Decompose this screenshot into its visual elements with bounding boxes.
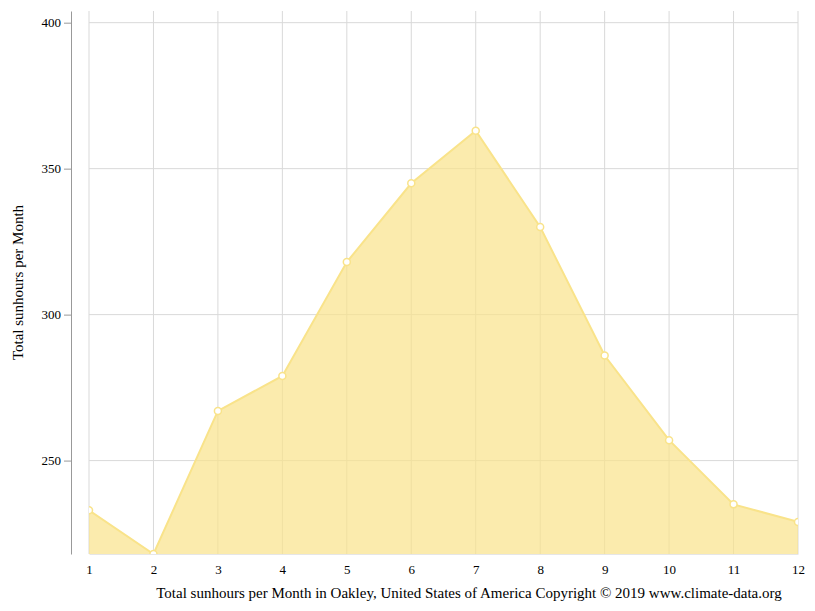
x-tick-label: 11 <box>728 562 741 577</box>
marker <box>472 127 479 134</box>
x-tick: 4 <box>280 554 287 577</box>
y-tick: 350 <box>42 161 72 176</box>
y-axis-line <box>71 12 72 555</box>
y-tick-label: 400 <box>42 15 62 30</box>
marker <box>214 407 221 414</box>
x-tick: 1 <box>86 554 93 577</box>
y-tick-label: 350 <box>42 161 62 176</box>
marker <box>795 518 799 525</box>
marker <box>730 501 737 508</box>
x-tick-label: 7 <box>473 562 480 577</box>
y-tick-mark <box>64 23 71 24</box>
x-tick: 10 <box>663 554 676 577</box>
y-tick-mark <box>64 461 71 462</box>
x-tick-label: 2 <box>151 562 158 577</box>
marker <box>537 224 544 231</box>
y-tick: 300 <box>42 307 72 322</box>
y-axis-title: Total sunhours per Month <box>10 204 26 360</box>
x-tick: 6 <box>409 554 416 577</box>
grid-line-x <box>89 11 90 554</box>
x-axis: 123456789101112 <box>86 554 805 577</box>
marker <box>408 180 415 187</box>
x-tick-label: 4 <box>280 562 287 577</box>
x-tick-label: 3 <box>215 562 222 577</box>
x-tick: 7 <box>473 554 480 577</box>
x-tick: 5 <box>344 554 351 577</box>
y-tick: 250 <box>42 453 72 468</box>
y-tick-mark <box>64 315 71 316</box>
chart: 250300350400123456789101112Total sunhour… <box>0 0 815 611</box>
x-tick: 11 <box>728 554 741 577</box>
x-tick: 9 <box>602 554 609 577</box>
grid-line-x <box>733 11 734 554</box>
x-tick-label: 1 <box>86 562 93 577</box>
x-tick-label: 12 <box>792 562 805 577</box>
x-tick-label: 5 <box>344 562 351 577</box>
marker <box>666 437 673 444</box>
x-tick-label: 10 <box>663 562 676 577</box>
line <box>89 131 798 554</box>
x-tick-label: 6 <box>409 562 416 577</box>
y-tick-label: 300 <box>42 307 62 322</box>
x-tick: 8 <box>537 554 544 577</box>
marker <box>343 259 350 266</box>
x-axis-title: Total sunhours per Month in Oakley, Unit… <box>156 585 782 601</box>
x-tick: 12 <box>792 554 805 577</box>
y-tick-mark <box>64 169 71 170</box>
y-tick-label: 250 <box>42 453 62 468</box>
marker <box>150 551 157 555</box>
grid-line-y <box>89 22 798 23</box>
plot-area <box>89 127 798 554</box>
grid-line-x <box>153 11 154 554</box>
marker <box>279 372 286 379</box>
y-axis: 250 300 350 400 <box>42 12 72 555</box>
x-tick: 3 <box>215 554 222 577</box>
x-tick-label: 9 <box>602 562 609 577</box>
x-axis-line <box>90 554 799 555</box>
marker <box>89 507 93 514</box>
area <box>89 131 798 554</box>
x-tick: 2 <box>151 554 158 577</box>
marker <box>601 352 608 359</box>
y-tick: 400 <box>42 15 72 30</box>
x-tick-label: 8 <box>537 562 544 577</box>
grid-line-x <box>798 11 799 554</box>
